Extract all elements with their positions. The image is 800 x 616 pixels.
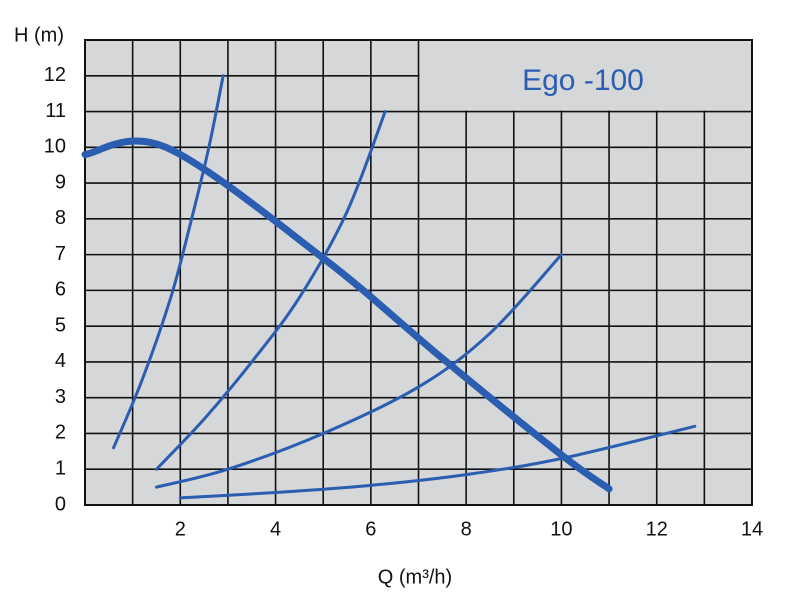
x-axis-label: Q (m³/h) bbox=[378, 566, 452, 588]
y-axis-label: H (m) bbox=[14, 24, 64, 46]
y-tick-label: 0 bbox=[55, 493, 66, 515]
y-tick-label: 2 bbox=[55, 422, 66, 444]
y-tick-label: 5 bbox=[55, 314, 66, 336]
x-tick-label: 2 bbox=[175, 518, 186, 540]
y-tick-label: 6 bbox=[55, 279, 66, 301]
curve bbox=[154, 253, 563, 489]
curve bbox=[81, 137, 613, 493]
y-tick-label: 9 bbox=[55, 171, 66, 193]
x-tick-label: 14 bbox=[741, 518, 763, 540]
y-tick-label: 3 bbox=[55, 386, 66, 408]
curve bbox=[154, 110, 387, 471]
x-tick-label: 4 bbox=[270, 518, 281, 540]
y-tick-label: 12 bbox=[44, 64, 66, 86]
y-tick-label: 11 bbox=[45, 100, 66, 122]
x-tick-label: 6 bbox=[365, 518, 376, 540]
y-tick-label: 10 bbox=[44, 136, 66, 158]
y-tick-label: 8 bbox=[55, 207, 66, 229]
x-tick-label: 12 bbox=[646, 518, 668, 540]
annotation-box bbox=[419, 41, 751, 111]
plot-frame bbox=[84, 39, 753, 506]
y-tick-label: 7 bbox=[55, 243, 66, 265]
x-tick-label: 8 bbox=[461, 518, 472, 540]
y-tick-label: 4 bbox=[55, 350, 66, 372]
annotation: Ego -100 bbox=[522, 64, 644, 97]
curve bbox=[112, 74, 225, 450]
y-tick-label: 1 bbox=[55, 458, 66, 480]
curve bbox=[178, 424, 697, 500]
x-tick-label: 10 bbox=[550, 518, 572, 540]
